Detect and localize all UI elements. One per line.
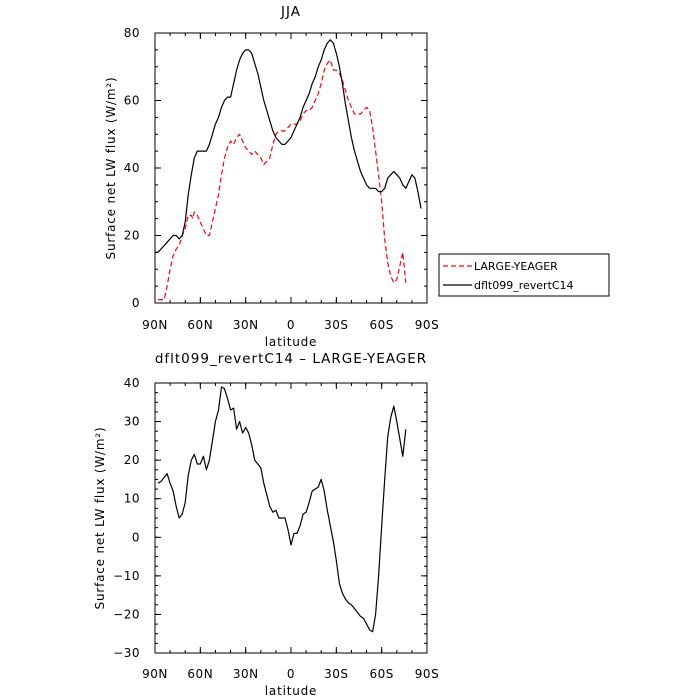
legend-label-dflt099: dflt099_revertC14	[474, 279, 574, 292]
top-x-tick-label: 90N	[142, 318, 168, 332]
top-x-tick-labels: 90N 60N 30N 0 30S 60S 90S	[142, 318, 439, 332]
bottom-series-lines	[157, 386, 407, 633]
top-y-tick-label: 80	[124, 26, 140, 40]
top-tick-marks	[154, 32, 428, 304]
bottom-y-tick-labels: −30 −20 −10 0 10 20 30 40	[113, 376, 140, 660]
top-series-lines	[155, 39, 422, 301]
legend-label-large-yeager: LARGE-YEAGER	[474, 260, 558, 273]
top-plot-frame	[154, 32, 428, 304]
top-y-tick-label: 0	[132, 296, 140, 310]
bottom-y-tick-label: 10	[124, 492, 140, 506]
bottom-x-axis-title: latitude	[265, 684, 317, 698]
top-y-tick-label: 60	[124, 94, 140, 108]
bottom-y-tick-label: −30	[113, 646, 140, 660]
top-chart-title: JJA	[280, 4, 301, 20]
bottom-y-tick-label: 40	[124, 376, 140, 390]
bottom-y-tick-label: −20	[113, 607, 140, 621]
top-x-tick-label: 30N	[233, 318, 259, 332]
bottom-x-tick-label: 60N	[187, 667, 213, 681]
bottom-x-tick-label: 90N	[142, 667, 168, 681]
bottom-y-tick-label: 30	[124, 415, 140, 429]
top-x-tick-label: 60S	[370, 318, 394, 332]
top-x-tick-label: 30S	[324, 318, 348, 332]
bottom-x-tick-label: 60S	[370, 667, 394, 681]
bottom-plot-frame	[154, 382, 428, 654]
bottom-x-tick-label: 90S	[415, 667, 439, 681]
bottom-y-axis-title: Surface net LW flux (W/m²)	[93, 427, 107, 610]
bottom-y-tick-label: −10	[113, 569, 140, 583]
bottom-x-tick-label: 0	[287, 667, 295, 681]
bottom-x-tick-label: 30N	[233, 667, 259, 681]
top-series-line-0	[158, 59, 407, 301]
bottom-chart-title: dflt099_revertC14 – LARGE-YEAGER	[155, 351, 427, 367]
bottom-y-tick-label: 20	[124, 453, 140, 467]
top-panel: JJA 90N 60N 30N 0 30S 60S 90S 0 20 40 60…	[104, 4, 439, 349]
top-x-tick-label: 60N	[187, 318, 213, 332]
bottom-series-line-0	[157, 386, 407, 633]
top-y-tick-labels: 0 20 40 60 80	[124, 26, 140, 310]
top-x-axis-title: latitude	[265, 335, 317, 349]
bottom-panel: dflt099_revertC14 – LARGE-YEAGER 90N 60N…	[93, 351, 439, 698]
top-x-tick-label: 90S	[415, 318, 439, 332]
bottom-y-tick-label: 0	[132, 530, 140, 544]
top-x-tick-label: 0	[287, 318, 295, 332]
bottom-x-tick-label: 30S	[324, 667, 348, 681]
top-series-line-1	[155, 39, 422, 253]
top-y-tick-label: 40	[124, 161, 140, 175]
legend: LARGE-YEAGER dflt099_revertC14	[438, 253, 610, 297]
bottom-x-tick-labels: 90N 60N 30N 0 30S 60S 90S	[142, 667, 439, 681]
top-y-axis-title: Surface net LW flux (W/m²)	[104, 77, 118, 260]
bottom-tick-marks	[154, 382, 428, 654]
legend-box	[438, 253, 610, 297]
top-y-tick-label: 20	[124, 229, 140, 243]
